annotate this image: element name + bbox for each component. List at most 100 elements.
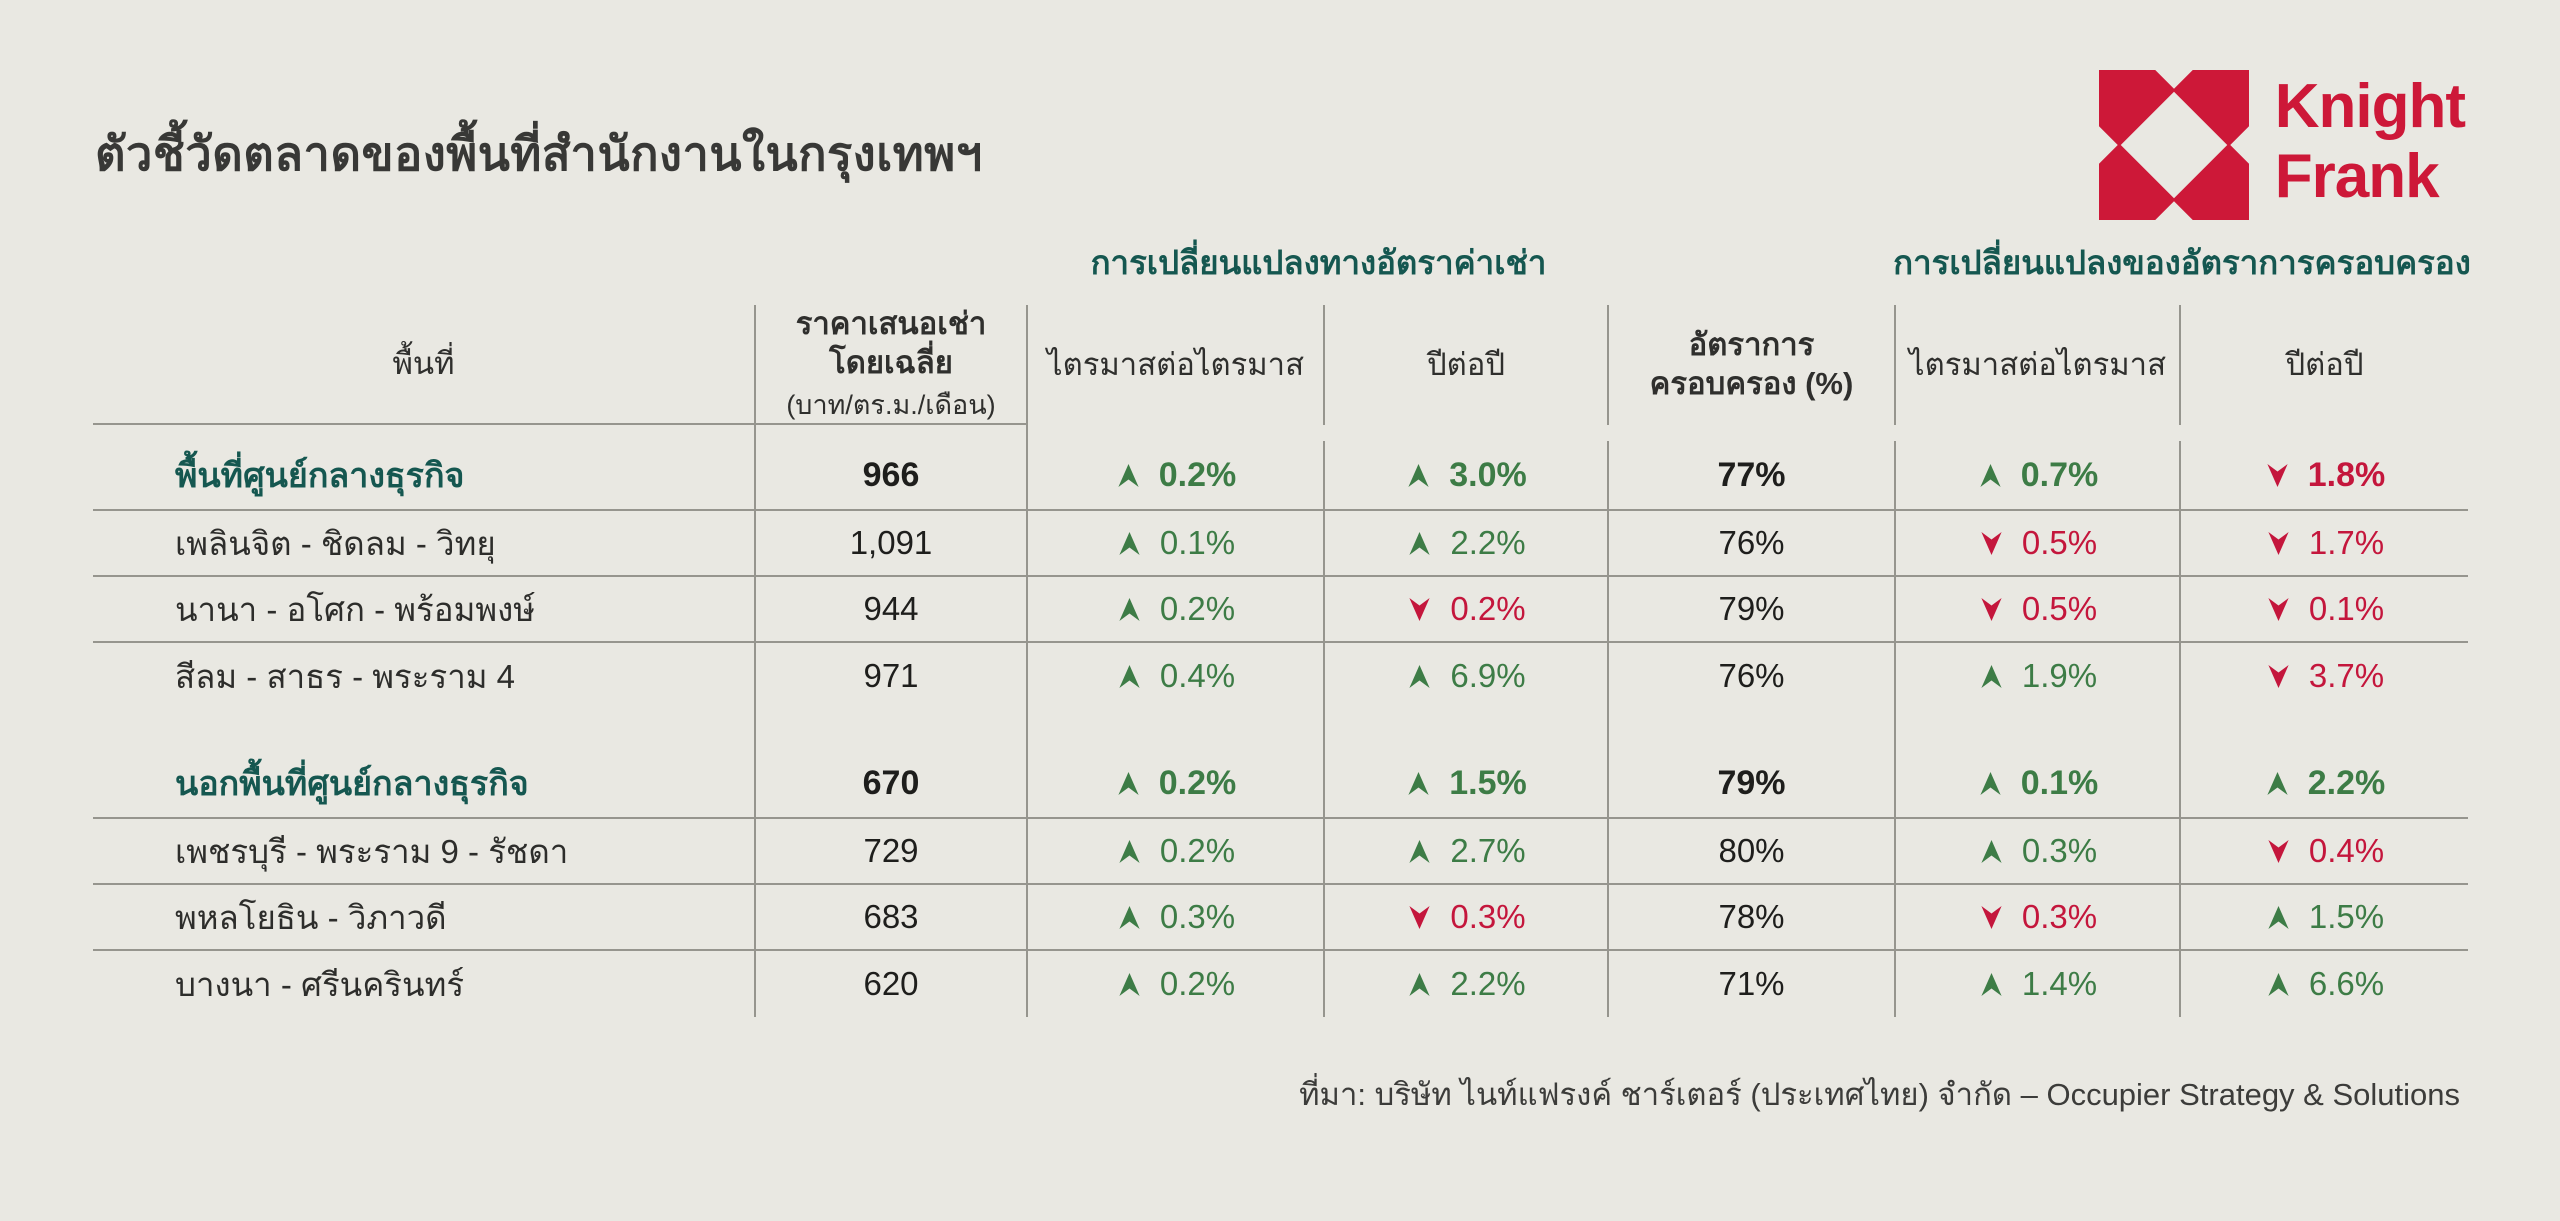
rent-qoq-cell: 0.2% [1028,749,1325,819]
change-value: 0.1% [2020,763,2099,802]
change-value: 2.2% [1450,965,1526,1002]
area-cell: พหลโยธิน - วิภาวดี [93,885,756,951]
rent-value: 670 [862,763,920,802]
change-indicator: 0.5% [1978,524,2097,562]
occupancy-qoq-cell: 0.7% [1896,441,2181,511]
occupancy-cell: 71% [1609,951,1896,1017]
occupancy-yoy-cell: 2.2% [2181,749,2468,819]
rent-value: 620 [863,965,919,1002]
change-value: 0.4% [2308,832,2385,869]
group-header-row: การเปลี่ยนแปลงทางอัตราค่าเช่า การเปลี่ยน… [93,225,2471,305]
up-arrow-icon [1409,664,1431,688]
occupancy-value: 79% [1718,590,1785,627]
occupancy-value: 79% [1717,763,1786,802]
knight-frank-logo: Knight Frank [2098,70,2466,220]
gap-cell [756,709,1028,749]
rent-yoy-cell: 2.7% [1325,819,1609,885]
up-arrow-icon [1408,771,1429,795]
occupancy-cell: 78% [1609,885,1896,951]
change-indicator: 1.7% [2265,524,2384,562]
page-header: ตัวชี้วัดตลาดของพื้นที่สำนักงานในกรุงเทพ… [0,0,2560,225]
rent-cell: 620 [756,951,1028,1017]
up-arrow-icon [1981,839,2002,863]
rent-yoy-cell: 0.3% [1325,885,1609,951]
up-arrow-icon [1409,839,1431,863]
rent-qoq-cell: 0.2% [1028,951,1325,1017]
occupancy-yoy-cell: 3.7% [2181,643,2468,709]
occupancy-qoq-cell: 1.9% [1896,643,2181,709]
col-header-rent-yoy: ปีต่อปี [1325,305,1609,425]
rent-value: 729 [863,832,919,869]
occupancy-yoy-cell: 1.5% [2181,885,2468,951]
up-arrow-icon [1118,771,1139,795]
change-indicator: 2.2% [1406,524,1526,562]
area-label: เพชรบุรี - พระราม 9 - รัชดา [175,832,569,870]
up-arrow-icon [1119,905,1140,929]
up-arrow-icon [1119,597,1140,621]
gap-cell [1609,709,1896,749]
occupancy-yoy-cell: 1.7% [2181,511,2468,577]
col-header-occupancy-qoq: ไตรมาสต่อไตรมาส [1896,305,2181,425]
change-value: 0.2% [1159,965,1236,1002]
change-indicator: 2.7% [1406,832,1526,870]
change-value: 2.7% [1450,832,1526,869]
table-row: บางนา - ศรีนครินทร์ 620 0.2% 2.2% 71% 1.4% 6.6… [93,951,2468,1017]
up-arrow-icon [1980,771,2001,795]
table-row: นานา - อโศก - พร้อมพงษ์ 944 0.2% 0.2% 79% 0.5… [93,577,2468,643]
table-row: สีลม - สาธร - พระราม 4 971 0.4% 6.9% 76% 1.9%… [93,643,2468,709]
rent-cell: 670 [756,749,1028,819]
rent-value: 944 [863,590,919,627]
occupancy-value: 80% [1718,832,1785,869]
rent-value: 683 [863,898,919,935]
area-label: เพลินจิต - ชิดลม - วิทยุ [175,524,496,562]
change-value: 0.2% [1158,455,1237,494]
area-cell: สีลม - สาธร - พระราม 4 [93,643,756,709]
section-row: นอกพื้นที่ศูนย์กลางธุรกิจ 670 0.2% 1.5% 79% 0… [93,749,2468,819]
occupancy-yoy-cell: 0.1% [2181,577,2468,643]
rent-cell: 944 [756,577,1028,643]
up-arrow-icon [2268,972,2289,996]
change-value: 0.5% [2021,524,2098,561]
area-label: นานา - อโศก - พร้อมพงษ์ [175,590,535,628]
change-value: 3.0% [1449,455,1527,494]
occupancy-value: 78% [1718,898,1785,935]
area-label: นอกพื้นที่ศูนย์กลางธุรกิจ [175,765,529,803]
change-indicator: 6.6% [2265,965,2384,1003]
down-arrow-icon [1981,905,2002,929]
change-indicator: 3.0% [1405,456,1527,495]
change-value: 1.8% [2307,455,2386,494]
section-gap-row [93,709,2468,749]
rent-cell: 683 [756,885,1028,951]
change-indicator: 0.2% [1116,590,1235,628]
area-cell: เพลินจิต - ชิดลม - วิทยุ [93,511,756,577]
occupancy-yoy-cell: 0.4% [2181,819,2468,885]
table-row: เพชรบุรี - พระราม 9 - รัชดา 729 0.2% 2.7% 80… [93,819,2468,885]
rent-yoy-cell: 0.2% [1325,577,1609,643]
area-cell: เพชรบุรี - พระราม 9 - รัชดา [93,819,756,885]
change-value: 0.1% [2308,590,2385,627]
up-arrow-icon [1409,972,1431,996]
up-arrow-icon [1119,839,1140,863]
change-indicator: 0.5% [1978,590,2097,628]
change-indicator: 0.1% [1116,524,1235,562]
area-cell: บางนา - ศรีนครินทร์ [93,951,756,1017]
change-indicator: 0.3% [1116,898,1235,936]
rent-qoq-cell: 0.2% [1028,577,1325,643]
occupancy-cell: 76% [1609,511,1896,577]
rent-qoq-cell: 0.2% [1028,441,1325,511]
change-indicator: 0.1% [2265,590,2384,628]
change-indicator: 0.4% [1116,657,1235,695]
knight-frank-x-mark-icon [2098,70,2249,220]
rent-yoy-cell: 2.2% [1325,951,1609,1017]
col-header-occupancy-yoy: ปีต่อปี [2285,346,2364,382]
gap-cell [93,709,756,749]
change-indicator: 0.3% [1406,898,1526,936]
down-arrow-icon [2268,597,2289,621]
rent-qoq-cell: 0.1% [1028,511,1325,577]
change-indicator: 2.2% [2264,764,2385,803]
occupancy-cell: 80% [1609,819,1896,885]
up-arrow-icon [2268,905,2289,929]
column-header-row: พื้นที่ ราคาเสนอเช่า โดยเฉลี่ย (บาท/ตร.ม… [93,305,2468,425]
change-value: 0.2% [1159,590,1236,627]
table-row: เพลินจิต - ชิดลม - วิทยุ 1,091 0.1% 2.2% 76%… [93,511,2468,577]
